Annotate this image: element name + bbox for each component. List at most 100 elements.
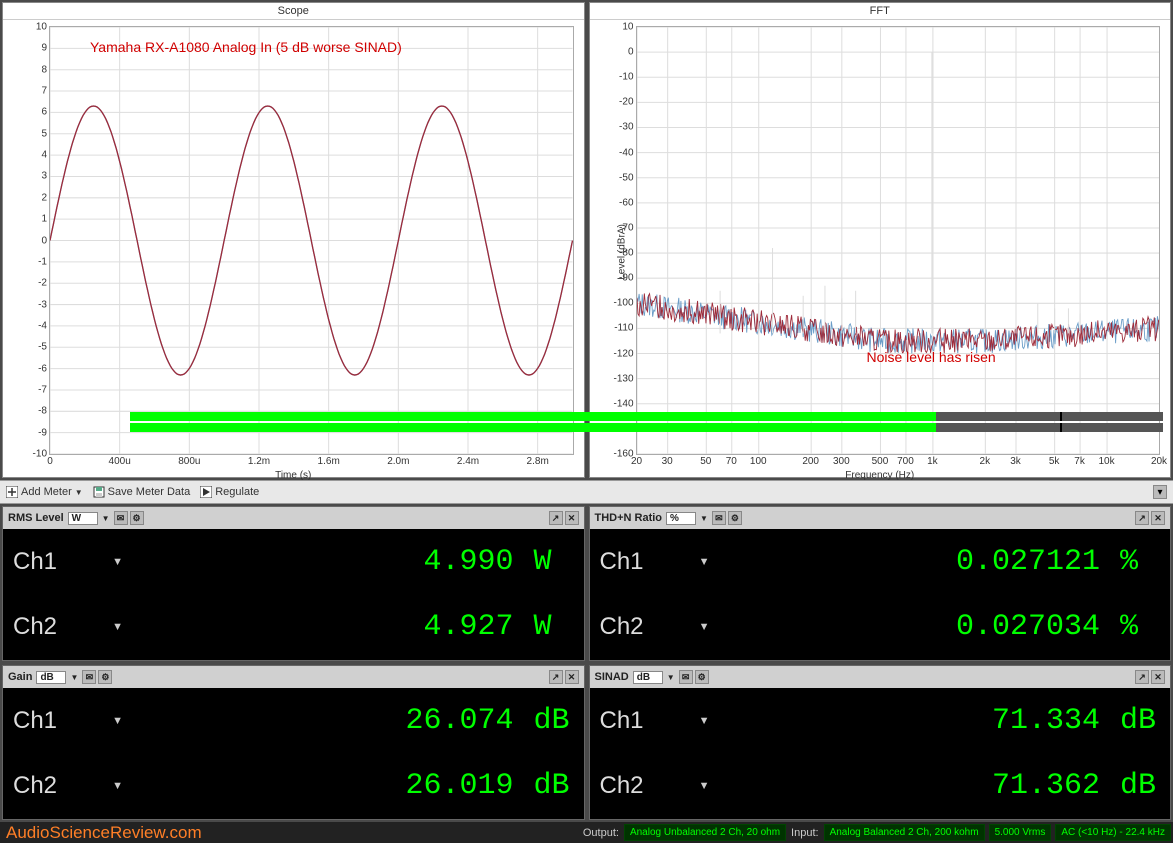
rms-ch1-label: Ch1▼ (3, 548, 133, 576)
chevron-down-icon[interactable]: ▼ (699, 715, 710, 727)
output-chip[interactable]: Analog Unbalanced 2 Ch, 20 ohm (624, 824, 786, 841)
gear-icon[interactable]: ⚙ (695, 670, 709, 684)
chevron-down-icon[interactable]: ▼ (699, 621, 710, 633)
watermark: AudioScienceReview.com (0, 823, 208, 843)
sinad-ch1-row: Ch1▼ 71.334dB (590, 688, 1171, 754)
gear-icon[interactable]: ⚙ (98, 670, 112, 684)
fft-annotation: Noise level has risen (867, 349, 996, 365)
thd-header: THD+N Ratio % ▼ ✉⚙ ↗✕ (590, 507, 1171, 529)
rms-header-icons: ✉ ⚙ (114, 511, 144, 525)
input-label: Input: (788, 827, 822, 839)
scope-plot[interactable]: Yamaha RX-A1080 Analog In (5 dB worse SI… (49, 26, 574, 455)
popout-icon[interactable]: ↗ (549, 670, 563, 684)
rms-header: RMS Level W ▼ ✉ ⚙ ↗ ✕ (3, 507, 584, 529)
rms-unit-select[interactable]: W (68, 512, 98, 525)
chevron-down-icon[interactable]: ▼ (112, 621, 123, 633)
gain-header: Gain dB ▼ ✉⚙ ↗✕ (3, 666, 584, 688)
sinad-ch2-row: Ch2▼ 71.362dB (590, 754, 1171, 820)
envelope-icon[interactable]: ✉ (114, 511, 128, 525)
rms-ch2-row: Ch2▼ 4.927W (3, 595, 584, 661)
chevron-down-icon[interactable]: ▼ (699, 556, 710, 568)
toolbar-download-icon[interactable]: ▾ (1153, 485, 1167, 499)
sinad-header: SINAD dB ▼ ✉⚙ ↗✕ (590, 666, 1171, 688)
rms-ch1-value: 4.990W (423, 545, 573, 579)
plus-icon (6, 486, 18, 498)
add-meter-label: Add Meter (21, 486, 72, 498)
save-meter-label: Save Meter Data (108, 486, 191, 498)
scope-panel: Scope Instantaneous Level (V) Yamaha RX-… (2, 2, 585, 478)
sinad-unit-select[interactable]: dB (633, 671, 663, 684)
close-icon[interactable]: ✕ (565, 670, 579, 684)
chevron-down-icon[interactable]: ▼ (112, 715, 123, 727)
save-meter-button[interactable]: Save Meter Data (93, 486, 191, 498)
dropdown-icon[interactable]: ▼ (102, 514, 110, 523)
popout-icon[interactable]: ↗ (1135, 670, 1149, 684)
chevron-down-icon[interactable]: ▼ (699, 780, 710, 792)
sinad-bar1 (130, 412, 936, 421)
dropdown-icon[interactable]: ▼ (70, 673, 78, 682)
dropdown-icon: ▼ (75, 488, 83, 497)
sinad-bar2 (130, 423, 936, 432)
dropdown-icon[interactable]: ▼ (667, 673, 675, 682)
vrms-chip[interactable]: 5.000 Vrms (989, 824, 1052, 841)
envelope-icon[interactable]: ✉ (712, 511, 726, 525)
sinad-title: SINAD (595, 671, 629, 683)
thd-ratio-panel: THD+N Ratio % ▼ ✉⚙ ↗✕ Ch1▼ 0.027121% Ch2… (589, 506, 1172, 661)
gain-ch1-row: Ch1▼ 26.074dB (3, 688, 584, 754)
bandwidth-chip[interactable]: AC (<10 Hz) - 22.4 kHz (1055, 824, 1171, 841)
thd-unit-select[interactable]: % (666, 512, 696, 525)
regulate-label: Regulate (215, 486, 259, 498)
rms-ch1-value-area: 4.990W (133, 529, 584, 595)
input-chip[interactable]: Analog Balanced 2 Ch, 200 kohm (824, 824, 985, 841)
save-icon (93, 486, 105, 498)
add-meter-button[interactable]: Add Meter ▼ (6, 486, 83, 498)
play-icon (200, 486, 212, 498)
rms-level-panel: RMS Level W ▼ ✉ ⚙ ↗ ✕ Ch1▼ 4.990W (2, 506, 585, 661)
popout-icon[interactable]: ↗ (549, 511, 563, 525)
rms-ch1-row: Ch1▼ 4.990W (3, 529, 584, 595)
chevron-down-icon[interactable]: ▼ (112, 556, 123, 568)
envelope-icon[interactable]: ✉ (679, 670, 693, 684)
close-icon[interactable]: ✕ (1151, 511, 1165, 525)
chevron-down-icon[interactable]: ▼ (112, 780, 123, 792)
thd-ch1-row: Ch1▼ 0.027121% (590, 529, 1171, 595)
envelope-icon[interactable]: ✉ (82, 670, 96, 684)
scope-title: Scope (3, 3, 584, 20)
rms-ch2-value-area: 4.927W (133, 595, 584, 661)
charts-row: Scope Instantaneous Level (V) Yamaha RX-… (0, 0, 1173, 480)
gear-icon[interactable]: ⚙ (130, 511, 144, 525)
output-label: Output: (580, 827, 622, 839)
dropdown-icon[interactable]: ▼ (700, 514, 708, 523)
rms-ch2-value: 4.927W (423, 610, 573, 644)
sinad-body: Ch1▼ 71.334dB Ch2▼ 71.362dB (590, 688, 1171, 819)
gain-panel: Gain dB ▼ ✉⚙ ↗✕ Ch1▼ 26.074dB Ch2▼ 26.01… (2, 665, 585, 820)
sinad-panel: SINAD dB ▼ ✉⚙ ↗✕ Ch1▼ 71.334dB Ch2▼ 71.3… (589, 665, 1172, 820)
regulate-button[interactable]: Regulate (200, 486, 259, 498)
thd-title: THD+N Ratio (595, 512, 663, 524)
rms-ch2-label: Ch2▼ (3, 613, 133, 641)
fft-plot[interactable]: Noise level has risen -160-150-140-130-1… (636, 26, 1161, 455)
thd-body: Ch1▼ 0.027121% Ch2▼ 0.027034% (590, 529, 1171, 660)
status-bar: AudioScienceReview.com Output: Analog Un… (0, 822, 1173, 843)
gain-title: Gain (8, 671, 32, 683)
gain-unit-select[interactable]: dB (36, 671, 66, 684)
scope-xlabel: Time (s) (275, 470, 311, 481)
close-icon[interactable]: ✕ (565, 511, 579, 525)
close-icon[interactable]: ✕ (1151, 670, 1165, 684)
scope-annotation: Yamaha RX-A1080 Analog In (5 dB worse SI… (90, 39, 402, 55)
fft-xlabel: Frequency (Hz) (845, 470, 914, 481)
sinad-bars (130, 412, 1163, 432)
rms-body: Ch1▼ 4.990W Ch2▼ 4.927W (3, 529, 584, 660)
scope-svg (50, 27, 573, 454)
popout-icon[interactable]: ↗ (1135, 511, 1149, 525)
rms-window-icons: ↗ ✕ (549, 511, 579, 525)
meter-toolbar: Add Meter ▼ Save Meter Data Regulate ▾ (0, 480, 1173, 504)
gear-icon[interactable]: ⚙ (728, 511, 742, 525)
gain-body: Ch1▼ 26.074dB Ch2▼ 26.019dB (3, 688, 584, 819)
rms-title: RMS Level (8, 512, 64, 524)
fft-svg (637, 27, 1160, 454)
thd-ch2-row: Ch2▼ 0.027034% (590, 595, 1171, 661)
gain-ch2-row: Ch2▼ 26.019dB (3, 754, 584, 820)
fft-panel: FFT Level (dBrA) Noise level has risen -… (589, 2, 1172, 478)
meters-grid: RMS Level W ▼ ✉ ⚙ ↗ ✕ Ch1▼ 4.990W (0, 504, 1173, 822)
